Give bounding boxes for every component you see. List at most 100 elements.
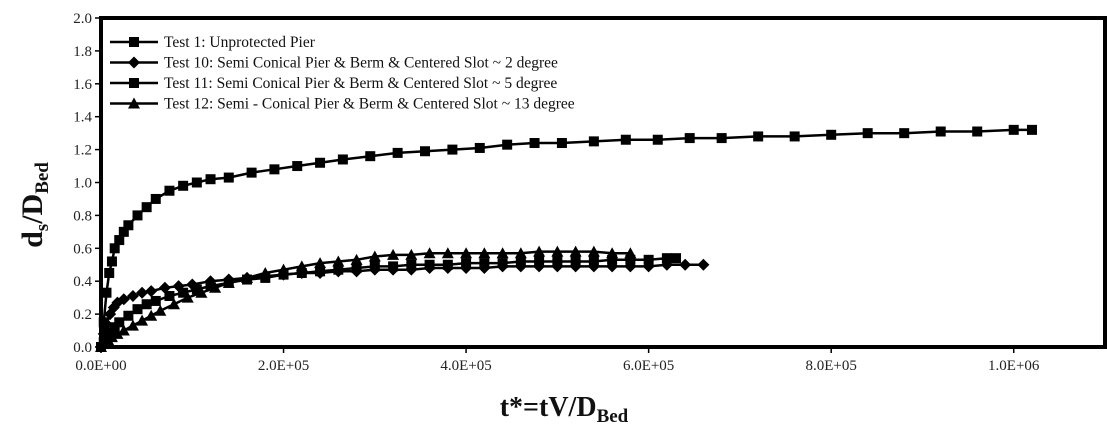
data-point xyxy=(424,259,435,270)
data-point xyxy=(502,139,513,150)
data-point xyxy=(136,314,149,326)
data-point xyxy=(862,128,873,139)
legend-marker xyxy=(129,78,139,88)
data-point xyxy=(534,256,545,267)
y-tick-label: 1.4 xyxy=(73,110,92,126)
data-point xyxy=(406,259,417,270)
data-point xyxy=(606,247,619,259)
data-point xyxy=(684,133,695,144)
data-point xyxy=(661,253,672,264)
y-tick-label: 0.8 xyxy=(73,208,92,224)
x-tick-label: 1.0E+06 xyxy=(988,358,1040,374)
data-point xyxy=(145,285,158,298)
data-point xyxy=(191,177,202,188)
data-point xyxy=(697,258,710,271)
y-tick-label: 0.2 xyxy=(73,307,92,323)
data-point xyxy=(332,255,345,267)
data-point xyxy=(141,202,152,213)
data-point xyxy=(100,317,113,330)
data-point xyxy=(105,331,118,343)
data-point xyxy=(123,310,134,321)
data-point xyxy=(222,276,235,288)
data-point xyxy=(716,133,727,144)
legend-label: Test 1: Unprotected Pier xyxy=(164,34,316,51)
data-point xyxy=(551,245,564,257)
data-point xyxy=(625,254,636,265)
data-point xyxy=(145,309,158,321)
legend-item: Test 1: Unprotected Pier xyxy=(110,34,316,51)
x-axis-title: t*=tV/DBed xyxy=(500,392,629,427)
data-point xyxy=(114,317,125,328)
series-layer xyxy=(95,124,1037,353)
data-point xyxy=(1008,124,1019,135)
data-point xyxy=(533,245,546,257)
data-point xyxy=(420,146,431,157)
data-point xyxy=(337,154,348,165)
data-point xyxy=(607,254,618,265)
y-tick-label: 2.0 xyxy=(73,11,92,27)
data-point xyxy=(178,180,189,191)
data-point xyxy=(423,247,436,259)
data-point xyxy=(388,261,399,272)
data-point xyxy=(350,253,363,265)
data-point xyxy=(181,291,194,303)
data-point xyxy=(259,266,272,278)
data-point xyxy=(178,287,189,298)
data-point xyxy=(351,263,362,274)
y-axis-title-sub: Bed xyxy=(32,162,53,194)
data-point xyxy=(104,267,115,278)
data-point xyxy=(679,258,692,271)
data-point xyxy=(223,172,234,183)
data-point xyxy=(529,138,540,149)
data-point xyxy=(556,138,567,149)
data-point xyxy=(447,144,458,155)
data-point xyxy=(972,126,983,137)
data-point xyxy=(132,304,143,315)
data-point xyxy=(126,319,139,331)
data-point xyxy=(158,281,171,294)
data-point xyxy=(296,267,307,278)
legend-item: Test 11: Semi Conical Pier & Berm & Cent… xyxy=(110,75,557,92)
data-point xyxy=(369,261,380,272)
data-point xyxy=(789,131,800,142)
data-point xyxy=(368,250,381,262)
y-tick-label: 1.2 xyxy=(73,143,92,159)
series-1 xyxy=(96,124,1037,352)
data-point xyxy=(405,248,418,260)
plot-frame xyxy=(99,16,1107,349)
data-point xyxy=(826,129,837,140)
data-point xyxy=(164,185,175,196)
data-point xyxy=(643,254,654,265)
data-point xyxy=(387,248,400,260)
x-tick-label: 4.0E+05 xyxy=(440,358,491,374)
data-point xyxy=(136,286,149,299)
data-point xyxy=(205,281,216,292)
data-point xyxy=(460,247,473,259)
data-point xyxy=(442,259,453,270)
data-point xyxy=(118,226,129,237)
series-3 xyxy=(96,253,682,352)
data-point xyxy=(154,304,167,316)
legend: Test 1: Unprotected Pier Test 10: Semi Co… xyxy=(110,34,575,113)
legend-label: Test 12: Semi - Conical Pier & Berm & Ce… xyxy=(164,96,575,113)
data-point xyxy=(292,161,303,172)
data-point xyxy=(205,174,216,185)
series-line xyxy=(99,128,1032,348)
data-point xyxy=(123,220,134,231)
x-tick-label: 0.0E+00 xyxy=(75,358,126,374)
x-axis-title-main: t*=tV/D xyxy=(500,392,597,423)
y-tick-label: 0.6 xyxy=(73,241,92,257)
y-axis-title-main: d xyxy=(16,231,49,248)
y-axis-ticks: 0.0 0.2 0.4 0.6 0.8 1.0 1.2 1.4 1.6 1.8 2.0 xyxy=(73,11,101,356)
data-point xyxy=(333,264,344,275)
data-point xyxy=(552,256,563,267)
data-point xyxy=(106,256,117,267)
data-point xyxy=(209,281,222,293)
x-tick-label: 8.0E+05 xyxy=(805,358,856,374)
x-tick-label: 6.0E+05 xyxy=(623,358,674,374)
data-point xyxy=(365,151,376,162)
y-tick-label: 1.0 xyxy=(73,176,92,192)
data-point xyxy=(570,256,581,267)
data-point xyxy=(314,257,327,269)
y-axis-title-sub-s: s xyxy=(32,224,53,231)
